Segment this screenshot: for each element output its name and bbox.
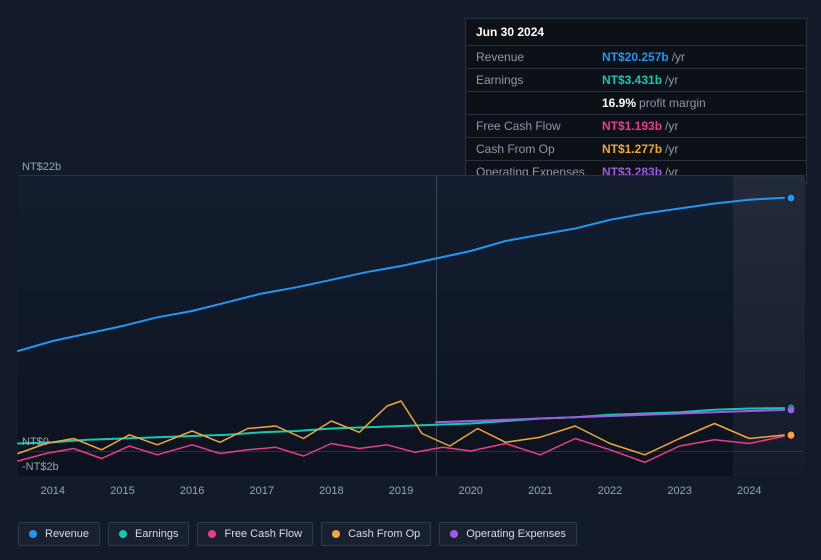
tooltip-row-figure: NT$3.431b <box>602 73 662 87</box>
tooltip-row-label: Cash From Op <box>466 138 602 160</box>
tooltip-row: RevenueNT$20.257b/yr <box>466 46 806 69</box>
series-end-dot-opex <box>788 407 795 414</box>
y-axis-label: NT$0 <box>22 436 49 448</box>
x-axis-label: 2014 <box>41 485 65 497</box>
x-axis-label: 2021 <box>528 485 552 497</box>
series-end-dot-cfo <box>788 432 795 439</box>
tooltip-row-label: Free Cash Flow <box>466 115 602 137</box>
tooltip-row-figure: NT$1.193b <box>602 119 662 133</box>
legend-item-opex[interactable]: Operating Expenses <box>439 522 577 546</box>
data-tooltip: Jun 30 2024 RevenueNT$20.257b/yrEarnings… <box>465 18 807 184</box>
legend-item-label: Free Cash Flow <box>224 528 302 540</box>
legend-dot-icon <box>119 530 127 538</box>
x-axis-label: 2019 <box>389 485 413 497</box>
tooltip-row-suffix: /yr <box>665 119 678 133</box>
x-axis-label: 2017 <box>250 485 274 497</box>
legend-item-label: Earnings <box>135 528 178 540</box>
legend-dot-icon <box>208 530 216 538</box>
x-axis-label: 2020 <box>458 485 482 497</box>
tooltip-row-label <box>466 92 602 114</box>
x-axis-label: 2018 <box>319 485 343 497</box>
series-end-dot-revenue <box>788 194 795 201</box>
y-axis-label: -NT$2b <box>22 461 59 473</box>
tooltip-header: Jun 30 2024 <box>466 19 806 46</box>
legend-bar: Revenue Earnings Free Cash Flow Cash From O… <box>18 522 577 546</box>
tooltip-row-suffix: /yr <box>672 50 685 64</box>
x-axis-label: 2022 <box>598 485 622 497</box>
legend-dot-icon <box>29 530 37 538</box>
tooltip-row-value: NT$20.257b/yr <box>602 46 695 68</box>
tooltip-row-label: Revenue <box>466 46 602 68</box>
tooltip-row-value: NT$3.431b/yr <box>602 69 688 91</box>
series-opex <box>436 410 784 422</box>
tooltip-row-label: Earnings <box>466 69 602 91</box>
legend-item-cfo[interactable]: Cash From Op <box>321 522 431 546</box>
x-axis-label: 2024 <box>737 485 761 497</box>
x-axis-label: 2023 <box>667 485 691 497</box>
tooltip-row-suffix: /yr <box>665 142 678 156</box>
legend-item-revenue[interactable]: Revenue <box>18 522 100 546</box>
tooltip-row-figure: NT$1.277b <box>602 142 662 156</box>
chart-lines-svg <box>18 176 805 476</box>
legend-item-earnings[interactable]: Earnings <box>108 522 189 546</box>
tooltip-row-value: NT$1.193b/yr <box>602 115 688 137</box>
chart-plot-area[interactable] <box>18 175 805 476</box>
tooltip-row: Cash From OpNT$1.277b/yr <box>466 138 806 161</box>
x-axis-label: 2016 <box>180 485 204 497</box>
x-axis-label: 2015 <box>110 485 134 497</box>
legend-item-label: Operating Expenses <box>466 528 566 540</box>
tooltip-row-suffix: profit margin <box>639 96 706 110</box>
legend-dot-icon <box>332 530 340 538</box>
legend-item-label: Revenue <box>45 528 89 540</box>
tooltip-row-value: NT$1.277b/yr <box>602 138 688 160</box>
series-fcf <box>18 436 784 462</box>
tooltip-row-suffix: /yr <box>665 73 678 87</box>
tooltip-row: EarningsNT$3.431b/yr <box>466 69 806 92</box>
tooltip-row-figure: NT$20.257b <box>602 50 669 64</box>
y-axis-label: NT$22b <box>22 161 61 173</box>
legend-item-fcf[interactable]: Free Cash Flow <box>197 522 313 546</box>
tooltip-row: Free Cash FlowNT$1.193b/yr <box>466 115 806 138</box>
tooltip-row-figure: 16.9% <box>602 96 636 110</box>
tooltip-row: 16.9%profit margin <box>466 92 806 115</box>
series-revenue <box>18 198 784 351</box>
legend-dot-icon <box>450 530 458 538</box>
legend-item-label: Cash From Op <box>348 528 420 540</box>
tooltip-row-value: 16.9%profit margin <box>602 92 716 114</box>
